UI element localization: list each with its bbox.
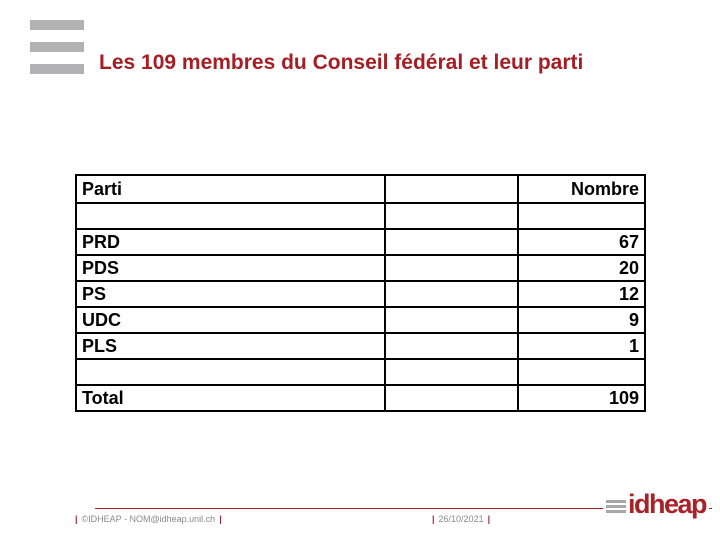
spacer-cell [384,280,519,308]
gray-bar [30,20,84,30]
count-cell [517,358,646,386]
count-cell: 20 [517,254,646,282]
footer-copyright: | ©IDHEAP - NOM@idheap.unil.ch | [71,514,226,524]
table-header-row: Parti Nombre [75,174,646,204]
gray-bar [606,500,626,503]
footer-date: | 26/10/2021 | [428,514,494,524]
count-cell: 1 [517,332,646,360]
spacer-cell [384,254,519,282]
table-row-empty [75,358,646,386]
spacer-cell [384,306,519,334]
gray-bar [606,505,626,508]
slide-title: Les 109 membres du Conseil fédéral et le… [99,51,584,74]
table-row-total: Total 109 [75,384,646,412]
date-text: 26/10/2021 [438,514,484,524]
party-cell [75,202,386,230]
column-header-parti: Parti [75,174,386,204]
gray-bar [30,42,84,52]
count-cell: 109 [517,384,646,412]
party-cell: PDS [75,254,386,282]
gray-bar [606,510,626,513]
party-cell: PS [75,280,386,308]
footer-divider-line [95,508,712,509]
column-header-nombre: Nombre [517,174,646,204]
idheap-logo-bars-icon [606,500,626,515]
table-row-prd: PRD 67 [75,228,646,256]
spacer-cell [384,384,519,412]
spacer-cell [384,202,519,230]
party-cell: PLS [75,332,386,360]
table-row-ps: PS 12 [75,280,646,308]
count-cell: 67 [517,228,646,256]
party-cell: Total [75,384,386,412]
party-cell: PRD [75,228,386,256]
idheap-logo: idheap [603,489,710,519]
party-cell [75,358,386,386]
gray-bar [30,64,84,74]
count-cell: 9 [517,306,646,334]
count-cell [517,202,646,230]
column-header-middle [384,174,519,204]
pipe-separator: | [75,514,78,524]
pipe-separator: | [487,514,491,524]
spacer-cell [384,228,519,256]
copyright-text: ©IDHEAP - NOM@idheap.unil.ch [81,514,216,524]
slide-corner-bars-decoration [30,20,84,86]
idheap-logo-text: idheap [628,489,708,519]
spacer-cell [384,332,519,360]
party-count-table: Parti Nombre PRD 67 PDS 20 PS 12 UDC 9 [75,174,646,412]
table-row-pls: PLS 1 [75,332,646,360]
table-row-empty [75,202,646,230]
count-cell: 12 [517,280,646,308]
pipe-separator: | [219,514,222,524]
party-cell: UDC [75,306,386,334]
table-row-udc: UDC 9 [75,306,646,334]
spacer-cell [384,358,519,386]
table-row-pds: PDS 20 [75,254,646,282]
pipe-separator: | [432,514,435,524]
